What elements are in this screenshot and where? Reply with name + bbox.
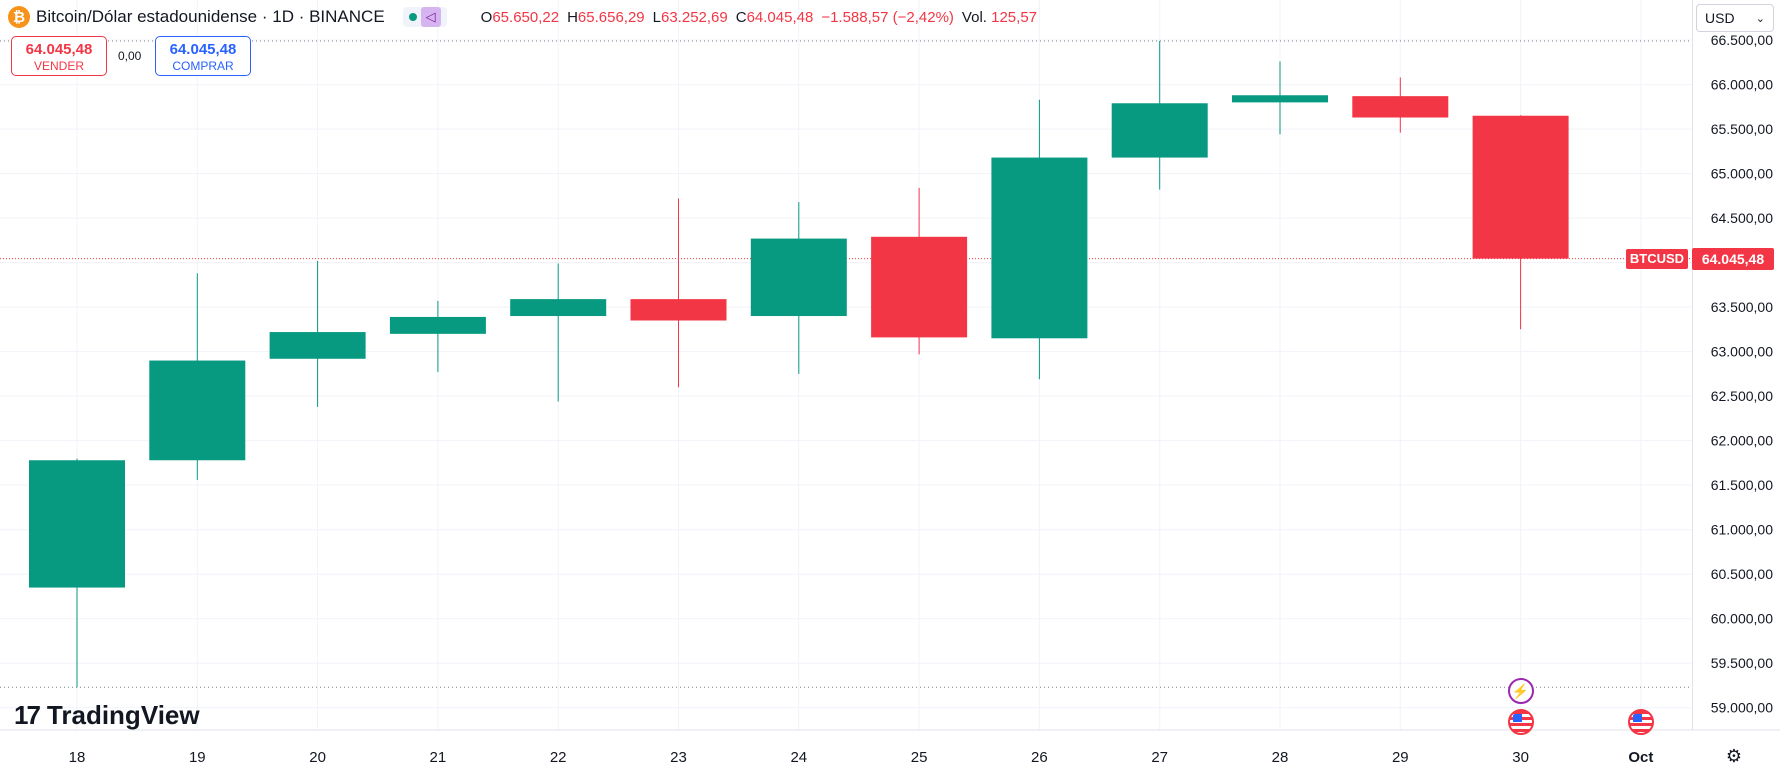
ohlc-volume: Vol. 125,57: [961, 8, 1038, 26]
candle-body: [1472, 115, 1569, 259]
y-tick-label: 65.000,00: [1711, 166, 1773, 182]
x-tick-label: 30: [1512, 749, 1529, 766]
candle-body: [750, 238, 847, 317]
candle-body: [149, 360, 246, 461]
x-tick-label: 21: [430, 749, 447, 766]
ohlc-close: C64.045,48: [735, 8, 814, 26]
y-tick-label: 62.500,00: [1711, 388, 1773, 404]
candle-body: [1111, 103, 1208, 158]
settings-icon[interactable]: ⚙: [1725, 745, 1743, 766]
candle-body: [991, 157, 1088, 339]
buy-price: 64.045,48: [169, 41, 237, 58]
y-tick-label: 60.500,00: [1711, 566, 1773, 582]
ohlc-open: O65.650,22: [480, 8, 560, 26]
currency-select[interactable]: USD ⌄: [1696, 4, 1774, 32]
y-tick-label: 60.000,00: [1711, 611, 1773, 627]
symbol-title[interactable]: Bitcoin/Dólar estadounidense · 1D · BINA…: [36, 7, 385, 26]
sell-price: 64.045,48: [25, 41, 93, 58]
x-tick-label: Oct: [1628, 749, 1653, 766]
y-tick-label: 63.000,00: [1711, 344, 1773, 360]
buy-label: COMPRAR: [172, 59, 234, 73]
y-tick-label: 62.000,00: [1711, 433, 1773, 449]
tradingview-logo[interactable]: 17 TradingView: [14, 700, 200, 731]
x-tick-label: 26: [1031, 749, 1048, 766]
symbol-price-label: BTCUSD: [1626, 248, 1688, 269]
status-pill[interactable]: ◁: [402, 7, 447, 27]
spread-value: 0,00: [118, 49, 142, 63]
x-tick-label: 19: [189, 749, 206, 766]
candle-body: [389, 316, 486, 334]
ohlc-change: −1.588,57 (−2,42%): [821, 8, 954, 26]
currency-value: USD: [1705, 10, 1735, 26]
symbol-header: ₿ Bitcoin/Dólar estadounidense · 1D · BI…: [8, 6, 1037, 28]
y-tick-label: 59.500,00: [1711, 655, 1773, 671]
y-tick-label: 59.000,00: [1711, 700, 1773, 716]
x-tick-label: 29: [1392, 749, 1409, 766]
sell-button[interactable]: 64.045,48 VENDER: [11, 36, 107, 76]
y-tick-label: 66.500,00: [1711, 32, 1773, 48]
x-tick-label: 28: [1272, 749, 1289, 766]
candle-body: [871, 236, 968, 338]
tradingview-wordmark: TradingView: [46, 700, 200, 730]
candle-body: [1352, 96, 1449, 118]
y-tick-label: 64.500,00: [1711, 210, 1773, 226]
ohlc-values: O65.650,22 H65.656,29 L63.252,69 C64.045…: [481, 9, 1037, 26]
candle-body: [630, 299, 727, 321]
candle-body: [29, 460, 125, 588]
x-tick-label: 24: [790, 749, 807, 766]
y-tick-label: 61.500,00: [1711, 477, 1773, 493]
chart-plot-area[interactable]: [0, 0, 1693, 730]
y-tick-label: 65.500,00: [1711, 121, 1773, 137]
candle-body: [269, 332, 366, 359]
us-flag-event-icon[interactable]: [1507, 709, 1534, 735]
buy-button[interactable]: 64.045,48 COMPRAR: [155, 36, 251, 76]
ohlc-high: H65.656,29: [567, 8, 645, 26]
candle-body: [1232, 95, 1328, 103]
tradingview-mark-icon: 17: [14, 700, 41, 730]
x-tick-label: 20: [309, 749, 326, 766]
x-tick-label: 23: [670, 749, 687, 766]
x-tick-label: 27: [1151, 749, 1168, 766]
market-open-dot-icon: [408, 13, 417, 21]
y-tick-label: 61.000,00: [1711, 522, 1773, 538]
us-flag-event-icon[interactable]: [1627, 709, 1654, 735]
candle-body: [510, 299, 607, 317]
x-tick-label: 22: [550, 749, 567, 766]
chevron-down-icon: ⌄: [1755, 12, 1765, 25]
last-price-tag: 64.045,48: [1692, 247, 1774, 270]
y-tick-label: 63.500,00: [1711, 299, 1773, 315]
y-tick-label: 66.000,00: [1711, 77, 1773, 93]
share-icon[interactable]: ◁: [420, 7, 441, 27]
lightning-event-icon[interactable]: ⚡: [1507, 678, 1534, 704]
sell-label: VENDER: [33, 59, 84, 73]
x-tick-label: 25: [911, 749, 928, 766]
x-tick-label: 18: [69, 749, 86, 766]
ohlc-low: L63.252,69: [652, 8, 728, 26]
bitcoin-icon: ₿: [8, 6, 30, 28]
